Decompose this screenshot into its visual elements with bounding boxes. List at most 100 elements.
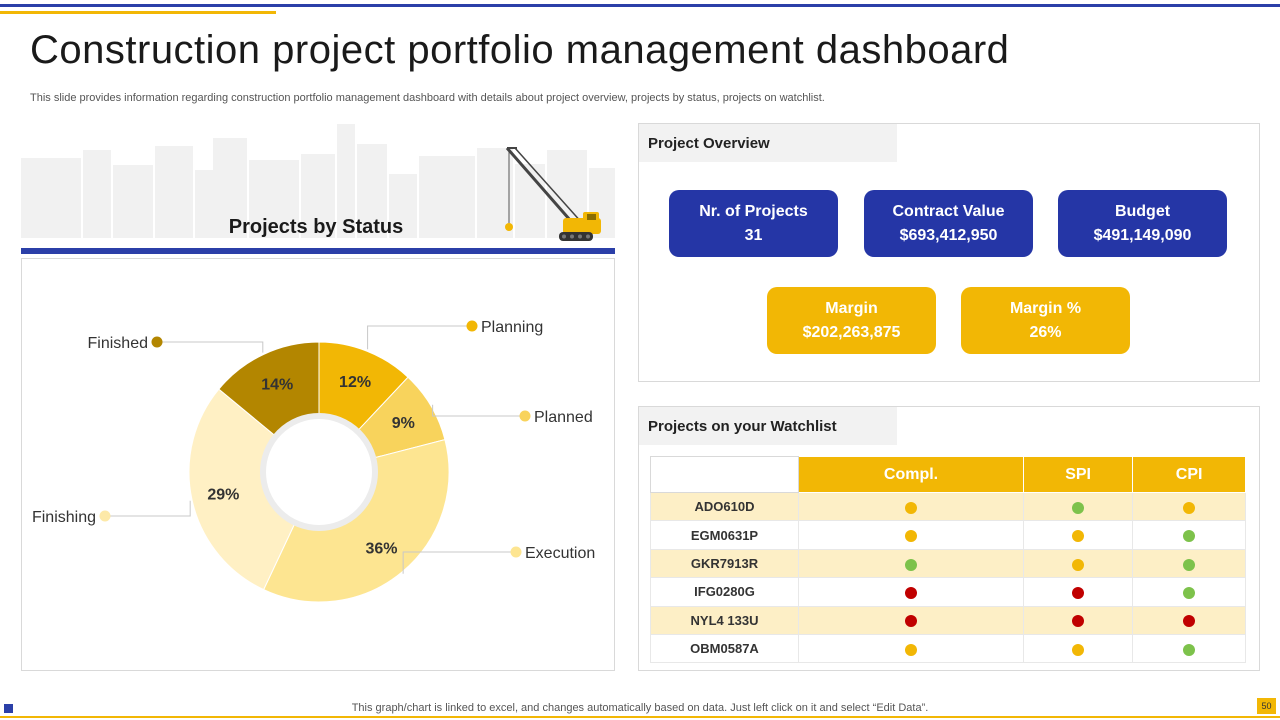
compl-status-cell (797, 605, 1025, 635)
kpi-value: $693,412,950 (899, 227, 998, 244)
yellow-status-dot-icon (1072, 558, 1085, 571)
table-row: GKR7913R (650, 548, 1246, 579)
yellow-status-dot-icon (905, 643, 917, 656)
yellow-status-dot-icon (1183, 501, 1196, 514)
leader-line (105, 500, 191, 517)
projects-by-status-donut-chart: 12% Planning 9% Planned 36% Execution 29% Finis… (32, 319, 595, 603)
page-title: Construction project portfolio managemen… (30, 28, 1010, 72)
table-row: NYL4 133U (650, 605, 1246, 635)
top-rule-gold (0, 11, 276, 14)
watchlist-table: Compl. SPI CPI ADO610D EGM0631P GKR7913R IF… (650, 456, 1246, 664)
footer-marker (4, 704, 13, 713)
kpi-margin: Margin $202,263,875 (767, 287, 936, 354)
kpi-nr-of-projects: Nr. of Projects 31 (669, 190, 838, 257)
kpi-contract-value: Contract Value $693,412,950 (864, 190, 1033, 257)
top-rule-blue (0, 4, 1280, 7)
leader-line (402, 551, 516, 574)
page-subtitle: This slide provides information regardin… (30, 92, 825, 104)
kpi-value: $202,263,875 (802, 324, 901, 341)
donut-hole (260, 413, 378, 531)
legend-marker (466, 320, 478, 332)
red-status-dot-icon (905, 615, 917, 628)
project-id-cell: GKR7913R (650, 548, 799, 579)
green-status-dot-icon (1183, 558, 1196, 571)
cpi-status-cell (1132, 605, 1246, 635)
cpi-status-cell (1132, 520, 1246, 550)
category-label: Finishing (32, 509, 96, 526)
green-status-dot-icon (1183, 643, 1196, 656)
yellow-status-dot-icon (1072, 530, 1085, 543)
status-title-underline (21, 248, 615, 254)
compl-status-cell (797, 491, 1025, 522)
watchlist-title: Projects on your Watchlist (639, 407, 897, 445)
kpi-label: Margin % (1009, 300, 1082, 317)
project-overview-title: Project Overview (639, 124, 897, 162)
yellow-status-dot-icon (905, 501, 917, 514)
category-label: Execution (525, 545, 595, 562)
legend-marker (519, 410, 531, 422)
project-id-cell: ADO610D (650, 491, 799, 522)
kpi-budget: Budget $491,149,090 (1058, 190, 1227, 257)
slice-value-label: 29% (207, 486, 239, 503)
table-header-row: Compl. SPI CPI (650, 456, 1246, 493)
page-number: 50 (1257, 698, 1276, 714)
table-row: ADO610D (650, 491, 1246, 522)
spi-status-cell (1023, 491, 1134, 522)
red-status-dot-icon (905, 586, 917, 599)
kpi-margin-percent: Margin % 26% (961, 287, 1130, 354)
red-status-dot-icon (1072, 586, 1085, 599)
cpi-status-cell (1132, 548, 1246, 579)
donut-chart-panel: 12% Planning 9% Planned 36% Execution 29% Finis… (21, 258, 615, 671)
slice-value-label: 9% (392, 415, 415, 432)
slice-value-label: 36% (365, 541, 397, 558)
yellow-status-dot-icon (1072, 643, 1085, 656)
table-row: IFG0280G (650, 577, 1246, 607)
project-id-cell: IFG0280G (650, 577, 799, 607)
header-blank-cell (650, 456, 799, 493)
header-cpi: CPI (1132, 456, 1246, 493)
spi-status-cell (1023, 633, 1134, 664)
kpi-value: $491,149,090 (1093, 227, 1192, 244)
category-label: Finished (88, 335, 148, 352)
spi-status-cell (1023, 548, 1134, 579)
compl-status-cell (797, 577, 1025, 607)
slice-value-label: 14% (261, 376, 293, 393)
red-status-dot-icon (1183, 615, 1196, 628)
legend-marker (151, 336, 163, 348)
project-id-cell: OBM0587A (650, 633, 799, 664)
category-label: Planned (534, 409, 593, 426)
project-id-cell: NYL4 133U (650, 605, 799, 635)
compl-status-cell (797, 548, 1025, 579)
footer-note: This graph/chart is linked to excel, and… (351, 702, 929, 714)
green-status-dot-icon (1183, 530, 1196, 543)
kpi-value: 26% (1029, 324, 1062, 341)
city-skyline-illustration (21, 124, 615, 241)
kpi-label: Nr. of Projects (699, 203, 808, 220)
header-spi: SPI (1023, 456, 1134, 493)
table-row: EGM0631P (650, 520, 1246, 550)
legend-marker (510, 546, 522, 558)
spi-status-cell (1023, 605, 1134, 635)
category-label: Planning (481, 319, 543, 336)
table-row: OBM0587A (650, 633, 1246, 664)
status-banner (21, 120, 615, 250)
spi-status-cell (1023, 577, 1134, 607)
slice-value-label: 12% (339, 374, 371, 391)
green-status-dot-icon (1183, 586, 1196, 599)
cpi-status-cell (1132, 633, 1246, 664)
footer-rule (0, 716, 1280, 718)
yellow-status-dot-icon (905, 530, 917, 543)
green-status-dot-icon (905, 558, 917, 571)
leader-line (432, 404, 525, 417)
kpi-label: Margin (825, 300, 878, 317)
red-status-dot-icon (1072, 615, 1085, 628)
cpi-status-cell (1132, 577, 1246, 607)
kpi-label: Budget (1114, 203, 1171, 220)
leader-line (367, 325, 472, 350)
compl-status-cell (797, 633, 1025, 664)
watchlist-panel: Projects on your Watchlist Compl. SPI CP… (638, 406, 1260, 671)
legend-marker (99, 510, 111, 522)
spi-status-cell (1023, 520, 1134, 550)
status-panel-title: Projects by Status (228, 216, 404, 238)
leader-line (157, 341, 264, 353)
